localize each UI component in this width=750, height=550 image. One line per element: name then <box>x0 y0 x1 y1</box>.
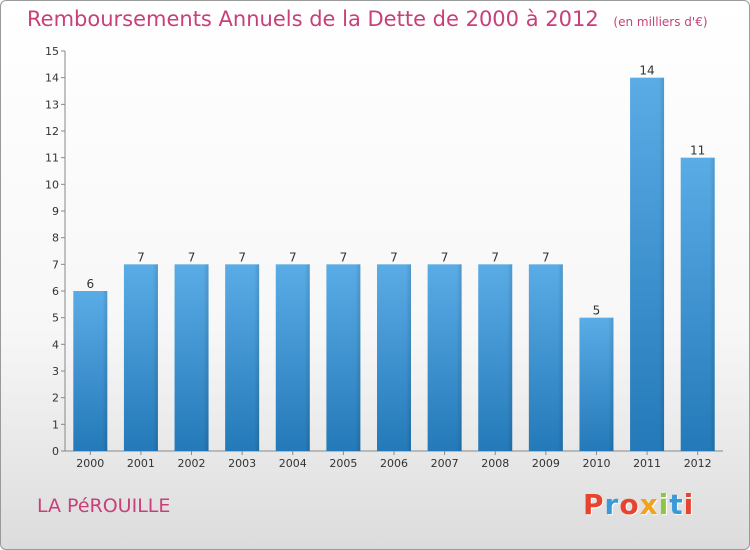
data-label: 7 <box>137 250 145 264</box>
bar-shade-2004 <box>275 264 310 451</box>
logo-letter: P <box>583 488 605 521</box>
data-label: 14 <box>639 64 654 78</box>
logo-letter: i <box>683 488 695 521</box>
y-tick-label: 4 <box>52 338 59 351</box>
x-tick-label: 2002 <box>178 457 206 470</box>
y-tick-label: 5 <box>52 312 59 325</box>
data-label: 7 <box>188 250 196 264</box>
y-tick-label: 0 <box>52 445 59 458</box>
bar-shade-2006 <box>377 264 411 451</box>
data-label: 7 <box>238 250 246 264</box>
x-tick-label: 2003 <box>228 457 256 470</box>
data-label: 5 <box>593 304 601 318</box>
bar-shade-2012 <box>680 157 715 451</box>
commune-name: LA PéROUILLE <box>37 495 171 517</box>
data-label: 11 <box>690 144 705 158</box>
y-tick-label: 8 <box>52 232 59 245</box>
y-tick-label: 2 <box>52 392 59 405</box>
y-tick-label: 14 <box>45 72 59 85</box>
y-tick-label: 12 <box>45 125 59 138</box>
logo-letter: t <box>669 488 684 521</box>
logo-letter: x <box>639 488 659 521</box>
bar-shade-2011 <box>630 77 665 452</box>
x-tick-label: 2004 <box>279 457 307 470</box>
logo-letter: o <box>619 488 640 521</box>
data-label: 6 <box>86 277 94 291</box>
y-tick-label: 6 <box>52 285 59 298</box>
proxiti-logo: Proxiti <box>583 488 694 521</box>
logo-letter: i <box>658 488 670 521</box>
chart-title-text: Remboursements Annuels de la Dette de 20… <box>27 7 599 31</box>
bar-shade-2008 <box>478 264 513 451</box>
bar-shade-2005 <box>326 264 361 451</box>
y-tick-label: 10 <box>45 178 59 191</box>
y-tick-label: 1 <box>52 418 59 431</box>
bar-shade-2002 <box>174 264 209 451</box>
y-tick-label: 15 <box>45 45 59 58</box>
data-label: 7 <box>340 250 348 264</box>
bar-shade-2000 <box>73 291 108 451</box>
y-tick-label: 13 <box>45 98 59 111</box>
x-tick-label: 2011 <box>633 457 661 470</box>
x-tick-label: 2006 <box>380 457 408 470</box>
x-tick-label: 2001 <box>127 457 155 470</box>
chart-title: Remboursements Annuels de la Dette de 20… <box>27 7 708 31</box>
data-label: 7 <box>542 250 550 264</box>
x-tick-label: 2012 <box>684 457 712 470</box>
data-label: 7 <box>491 250 499 264</box>
data-label: 7 <box>390 250 398 264</box>
x-tick-label: 2008 <box>481 457 509 470</box>
data-label: 7 <box>289 250 297 264</box>
y-tick-label: 9 <box>52 205 59 218</box>
x-tick-label: 2010 <box>582 457 610 470</box>
logo-letter: r <box>604 488 620 521</box>
bar-shade-2009 <box>528 264 563 451</box>
y-tick-label: 3 <box>52 365 59 378</box>
bars: 6 7 7 7 7 7 7 7 7 7 5 14 11 <box>73 64 715 452</box>
y-tick-label: 7 <box>52 258 59 271</box>
data-label: 7 <box>441 250 449 264</box>
x-tick-label: 2007 <box>431 457 459 470</box>
bar-shade-2010 <box>579 317 614 451</box>
x-tick-label: 2000 <box>76 457 104 470</box>
y-tick-label: 11 <box>45 152 59 165</box>
x-tick-label: 2005 <box>329 457 357 470</box>
bar-shade-2001 <box>123 264 158 451</box>
unit-label: (en milliers d'€) <box>613 15 708 29</box>
x-tick-label: 2009 <box>532 457 560 470</box>
bar-shade-2003 <box>225 264 260 451</box>
bar-shade-2007 <box>427 264 462 451</box>
